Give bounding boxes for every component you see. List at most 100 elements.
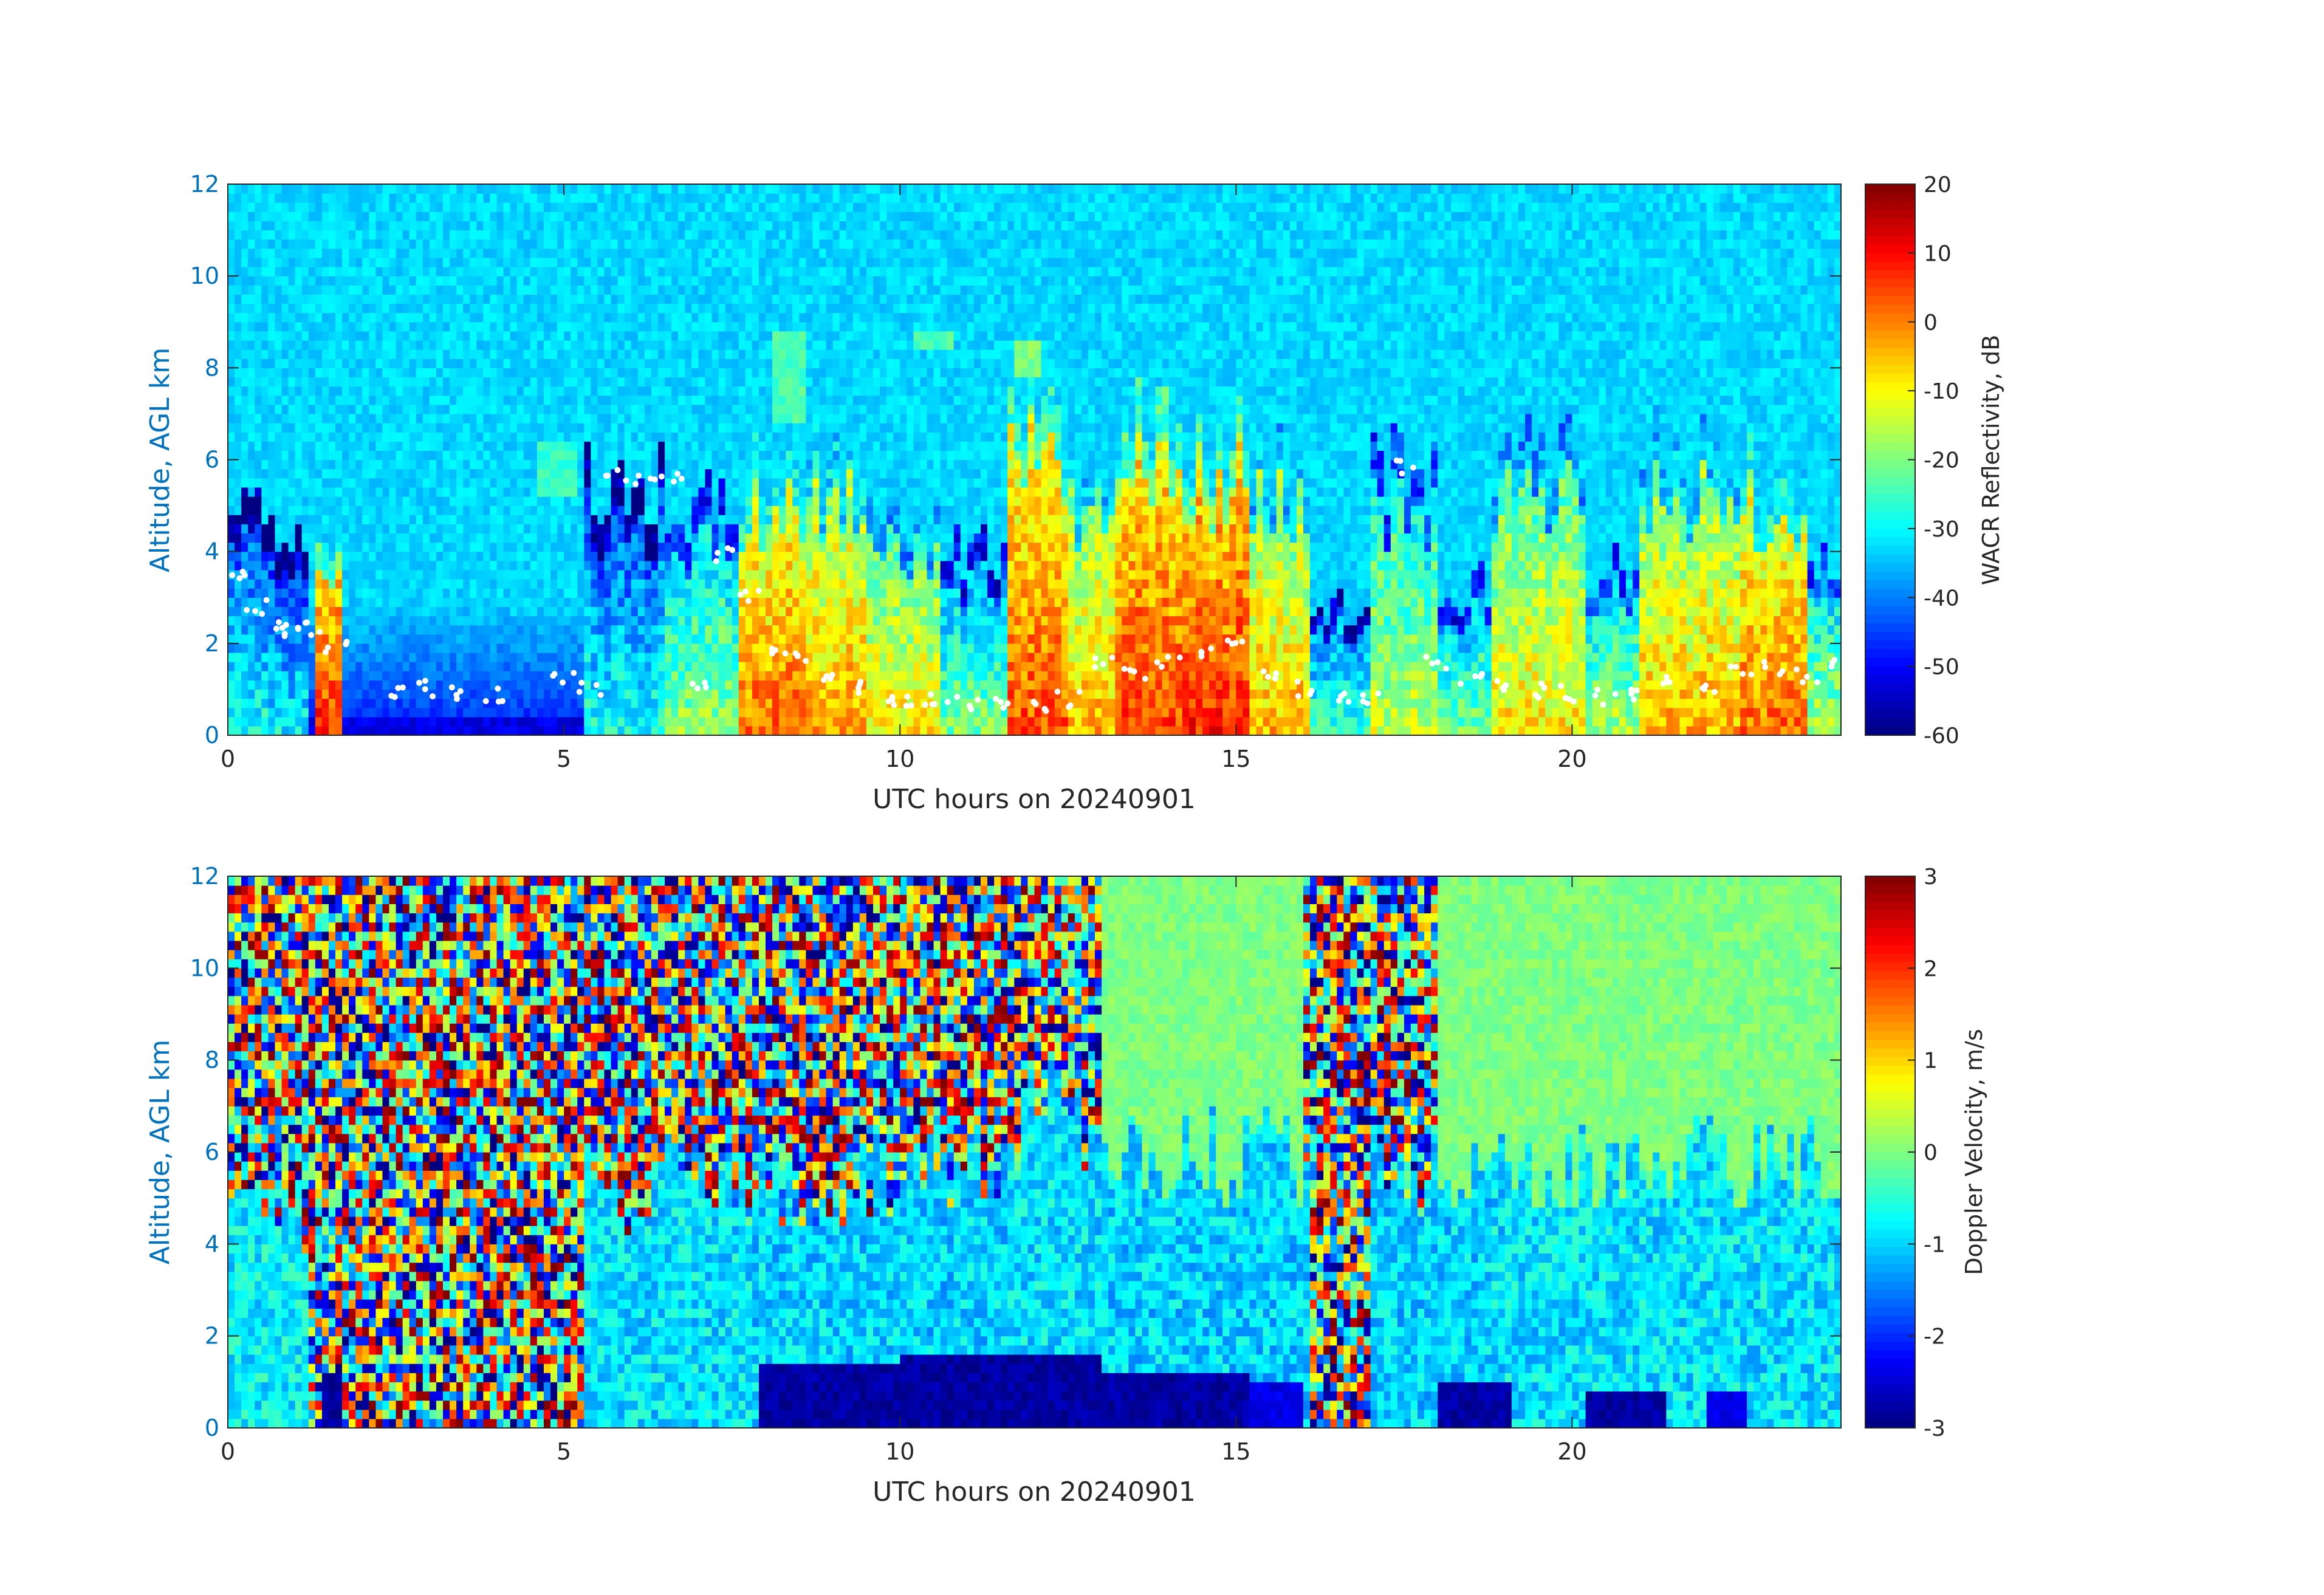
heatmap-cell bbox=[557, 377, 564, 386]
heatmap-cell bbox=[571, 377, 578, 386]
heatmap-cell bbox=[476, 579, 484, 589]
heatmap-cell bbox=[759, 496, 766, 506]
heatmap-cell bbox=[739, 469, 746, 479]
heatmap-cell bbox=[786, 708, 793, 718]
heatmap-cell bbox=[443, 570, 450, 580]
heatmap-cell bbox=[577, 258, 584, 267]
heatmap-cell bbox=[752, 414, 759, 424]
heatmap-cell bbox=[355, 331, 363, 341]
heatmap-cell bbox=[605, 377, 612, 386]
heatmap-cell bbox=[450, 221, 457, 230]
heatmap-cell bbox=[476, 414, 484, 424]
heatmap-cell bbox=[611, 662, 619, 671]
heatmap-cell bbox=[591, 313, 598, 323]
heatmap-cell bbox=[362, 368, 369, 377]
heatmap-cell bbox=[410, 450, 417, 460]
heatmap-cell bbox=[638, 441, 645, 451]
heatmap-cell bbox=[504, 726, 511, 736]
heatmap-cell bbox=[665, 524, 672, 533]
heatmap-cell bbox=[315, 533, 323, 543]
heatmap-cell bbox=[335, 386, 343, 396]
heatmap-cell bbox=[295, 285, 303, 295]
heatmap-cell bbox=[410, 294, 417, 304]
heatmap-cell bbox=[315, 184, 323, 194]
heatmap-cell bbox=[430, 396, 437, 405]
heatmap-cell bbox=[476, 304, 484, 314]
heatmap-cell bbox=[591, 570, 598, 580]
heatmap-cell bbox=[719, 193, 726, 203]
heatmap-cell bbox=[309, 294, 316, 304]
heatmap-cell bbox=[725, 331, 733, 341]
heatmap-cell bbox=[309, 276, 316, 286]
heatmap-cell bbox=[779, 450, 786, 460]
heatmap-cell bbox=[416, 450, 423, 460]
heatmap-cell bbox=[625, 211, 632, 221]
heatmap-cell bbox=[665, 643, 672, 653]
heatmap-cell bbox=[463, 331, 470, 341]
heatmap-cell bbox=[403, 671, 410, 681]
heatmap-cell bbox=[228, 322, 235, 332]
heatmap-cell bbox=[638, 460, 645, 470]
heatmap-cell bbox=[510, 450, 518, 460]
heatmap-cell bbox=[349, 193, 356, 203]
heatmap-cell bbox=[268, 349, 275, 359]
heatmap-cell bbox=[651, 396, 659, 405]
heatmap-cell bbox=[524, 625, 531, 635]
heatmap-cell bbox=[450, 304, 457, 314]
heatmap-cell bbox=[557, 634, 564, 644]
heatmap-cell bbox=[463, 368, 470, 377]
heatmap-cell bbox=[389, 396, 397, 405]
heatmap-cell bbox=[685, 625, 692, 635]
heatmap-cell bbox=[698, 423, 705, 433]
heatmap-cell bbox=[235, 478, 242, 488]
heatmap-cell bbox=[671, 405, 679, 414]
heatmap-cell bbox=[517, 653, 524, 662]
heatmap-cell bbox=[671, 460, 679, 470]
heatmap-cell bbox=[564, 487, 571, 497]
heatmap-cell bbox=[725, 432, 733, 442]
heatmap-cell bbox=[470, 524, 477, 533]
heatmap-cell bbox=[335, 331, 343, 341]
heatmap-cell bbox=[450, 478, 457, 488]
heatmap-cell bbox=[309, 249, 316, 258]
heatmap-cell bbox=[315, 276, 323, 286]
heatmap-cell bbox=[625, 349, 632, 359]
heatmap-cell bbox=[490, 543, 497, 552]
heatmap-cell bbox=[342, 506, 349, 515]
heatmap-cell bbox=[584, 616, 591, 625]
heatmap-cell bbox=[470, 221, 477, 230]
heatmap-cell bbox=[591, 294, 598, 304]
heatmap-cell bbox=[423, 515, 430, 524]
heatmap-cell bbox=[450, 671, 457, 681]
heatmap-cell bbox=[389, 340, 397, 350]
heatmap-cell bbox=[410, 340, 417, 350]
heatmap-cell bbox=[550, 524, 558, 533]
heatmap-cell bbox=[645, 588, 652, 598]
heatmap-cell bbox=[375, 634, 383, 644]
heatmap-cell bbox=[362, 606, 369, 616]
heatmap-cell bbox=[746, 515, 753, 524]
heatmap-cell bbox=[456, 671, 464, 681]
heatmap-cell bbox=[557, 258, 564, 267]
heatmap-cell bbox=[746, 423, 753, 433]
heatmap-cell bbox=[355, 515, 363, 524]
heatmap-cell bbox=[530, 285, 538, 295]
heatmap-cell bbox=[423, 276, 430, 286]
heatmap-cell bbox=[732, 460, 739, 470]
heatmap-cell bbox=[423, 304, 430, 314]
heatmap-cell bbox=[557, 396, 564, 405]
heatmap-cell bbox=[456, 588, 464, 598]
heatmap-cell bbox=[645, 487, 652, 497]
heatmap-cell bbox=[476, 616, 484, 625]
heatmap-cell bbox=[436, 441, 444, 451]
heatmap-cell bbox=[678, 625, 685, 635]
heatmap-cell bbox=[605, 304, 612, 314]
heatmap-cell bbox=[423, 405, 430, 414]
heatmap-cell bbox=[517, 543, 524, 552]
heatmap-cell bbox=[638, 570, 645, 580]
heatmap-cell bbox=[342, 689, 349, 699]
heatmap-cell bbox=[725, 625, 733, 635]
heatmap-cell bbox=[248, 533, 255, 543]
heatmap-cell bbox=[375, 717, 383, 727]
heatmap-cell bbox=[302, 496, 309, 506]
